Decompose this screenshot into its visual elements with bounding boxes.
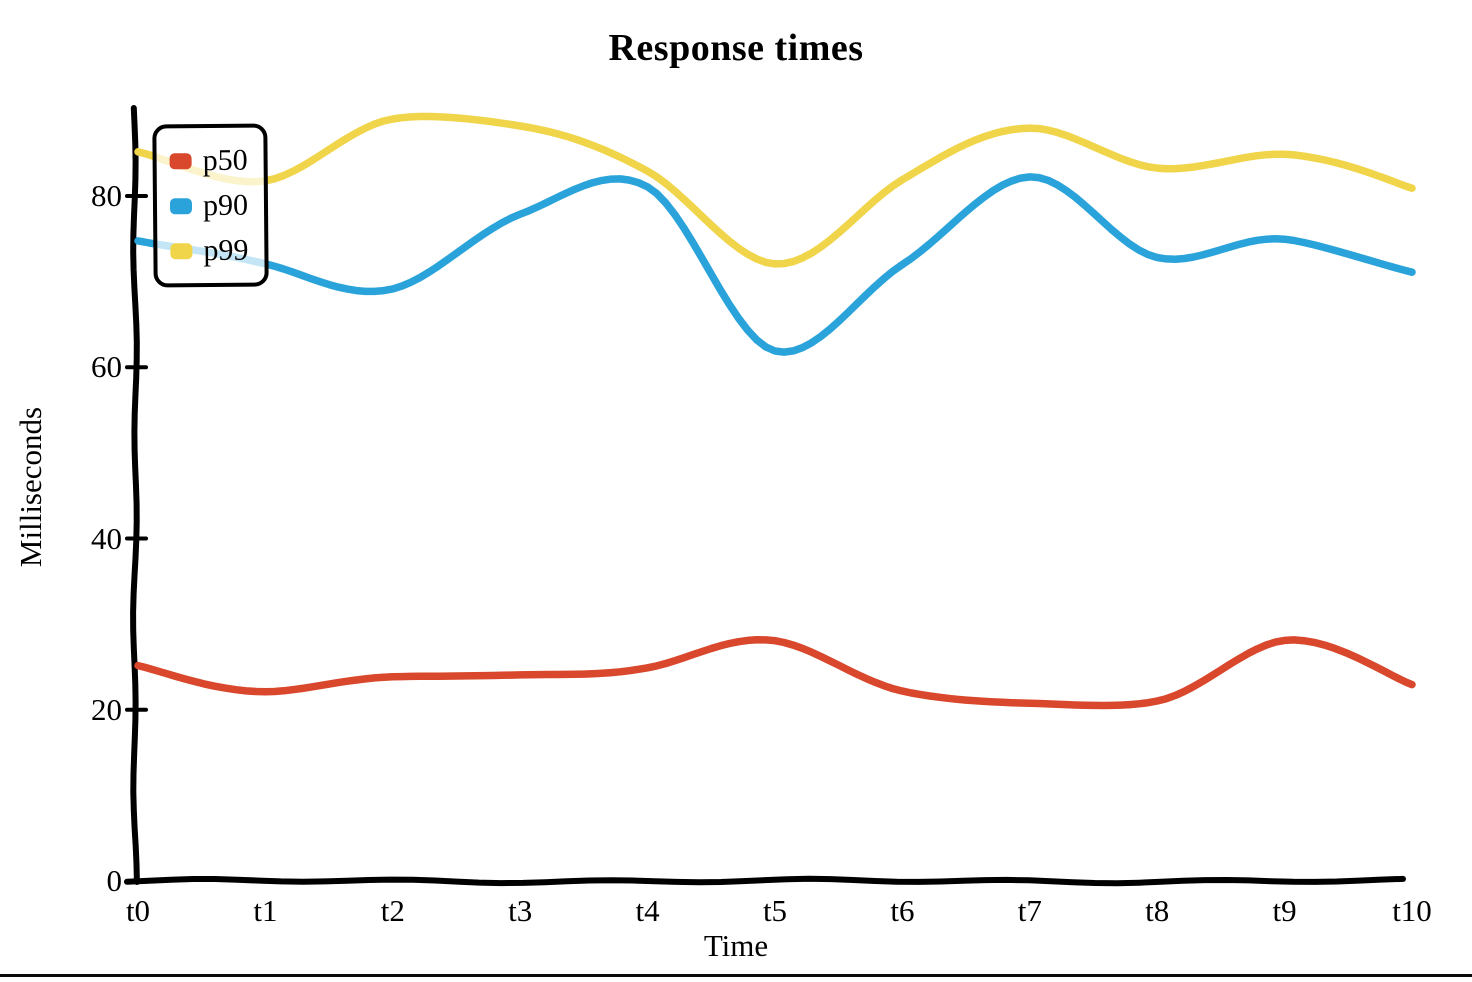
legend-label: p50 — [202, 143, 248, 177]
x-tick-label: t2 — [380, 893, 405, 928]
legend-item-p90: p90 — [169, 183, 249, 229]
x-tick-label: t9 — [1272, 893, 1297, 928]
series-p99-line — [134, 112, 1416, 268]
x-tick-label: t1 — [253, 893, 278, 928]
y-tick-label: 40 — [91, 520, 122, 556]
x-tick-label: t8 — [1145, 893, 1170, 928]
y-axis-line — [130, 105, 140, 885]
series-p50-line — [134, 636, 1416, 710]
x-axis-label: Time — [703, 928, 769, 963]
legend-item-p50: p50 — [169, 138, 248, 184]
x-tick-label: t3 — [508, 893, 533, 928]
y-tick-label: 60 — [91, 349, 122, 385]
x-tick-label: t6 — [890, 893, 915, 928]
y-tick-label: 80 — [91, 178, 122, 213]
bottom-divider — [0, 974, 1472, 977]
x-tick-label: t0 — [125, 893, 151, 928]
x-tick-label: t10 — [1392, 893, 1432, 928]
series-p90-line — [134, 173, 1416, 356]
p50-color-swatch — [169, 152, 192, 169]
p99-color-swatch — [170, 242, 193, 259]
y-tick-label: 0 — [106, 863, 123, 898]
chart-title: Response times — [608, 27, 864, 69]
x-tick-label: t4 — [635, 893, 660, 928]
y-tick-label: 20 — [91, 691, 122, 727]
legend-item-p99: p99 — [170, 228, 249, 274]
p90-color-swatch — [169, 197, 193, 214]
legend-label: p99 — [203, 233, 249, 267]
legend-label: p90 — [202, 188, 249, 222]
legend: p50 p90 p99 — [152, 123, 269, 288]
x-axis-line — [124, 875, 1406, 887]
x-tick-label: t7 — [1017, 893, 1042, 928]
x-tick-label: t5 — [762, 893, 788, 928]
